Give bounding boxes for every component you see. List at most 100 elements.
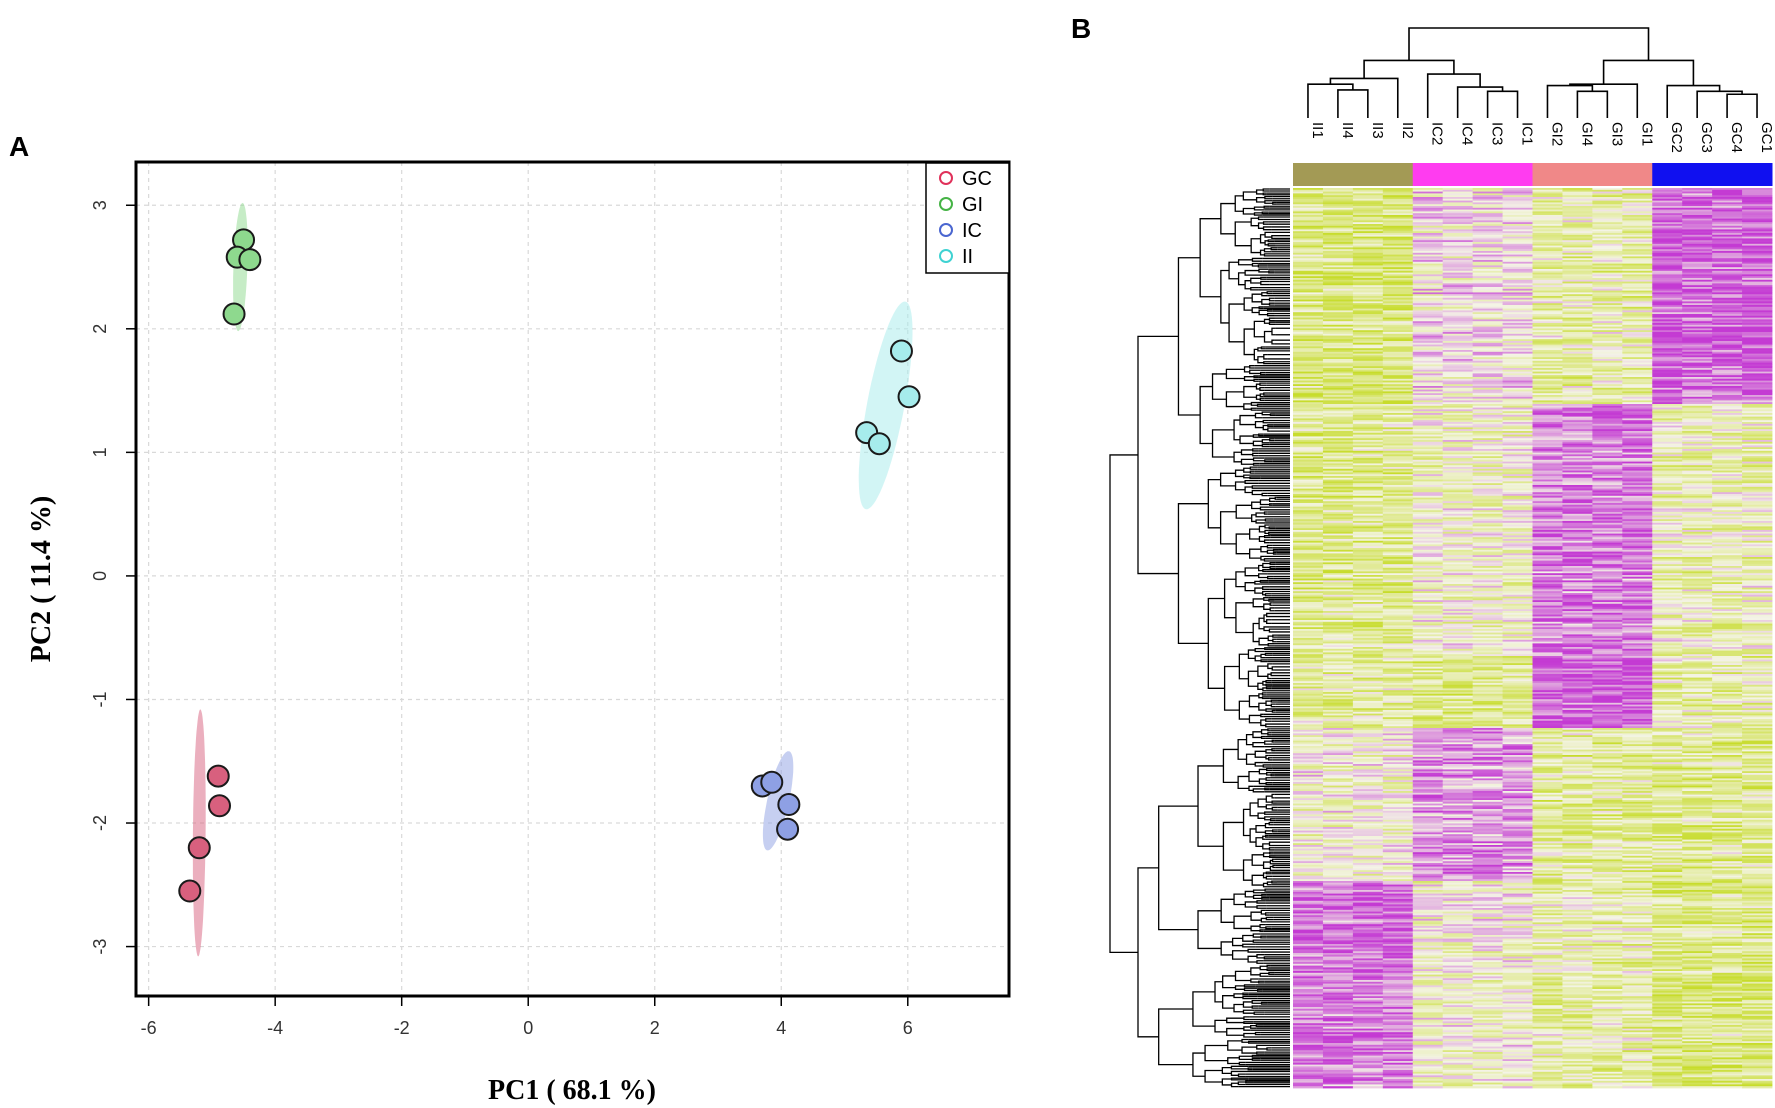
heatmap-cell <box>1472 317 1503 320</box>
heatmap-cell <box>1502 477 1533 480</box>
heatmap-cell <box>1622 461 1653 464</box>
row-dendrogram-branch-567 <box>1265 804 1273 810</box>
heatmap-cell <box>1322 600 1354 603</box>
heatmap-cell <box>1322 429 1354 432</box>
heatmap-cell <box>1472 602 1503 605</box>
heatmap-cell <box>1622 627 1653 630</box>
row-dendrogram-branch-473 <box>1271 709 1276 713</box>
heatmap-cell <box>1622 337 1653 340</box>
heatmap-cell <box>1622 267 1653 270</box>
heatmap-cell <box>1502 197 1533 200</box>
heatmap-cell <box>1472 225 1503 228</box>
heatmap-cell <box>1712 369 1743 372</box>
heatmap-cell <box>1472 297 1503 300</box>
row-dendrogram-branch-758 <box>1242 1001 1253 1008</box>
heatmap-cell <box>1532 193 1563 196</box>
row-dendrogram-branch-532 <box>1266 767 1273 772</box>
heatmap-cell <box>1293 492 1324 495</box>
heatmap-cell <box>1352 377 1384 380</box>
heatmap-cell <box>1532 317 1563 320</box>
row-dendrogram-branch-704 <box>1263 956 1271 960</box>
heatmap-cell <box>1532 204 1563 207</box>
heatmap-cell <box>1682 224 1713 227</box>
heatmap-cell <box>1293 449 1324 452</box>
heatmap-cell <box>1442 614 1474 617</box>
heatmap-cell <box>1622 481 1653 484</box>
heatmap-cell <box>1382 299 1414 302</box>
heatmap-cell <box>1742 564 1773 567</box>
column-label-ic1: IC1 <box>1519 122 1536 145</box>
heatmap-cell <box>1502 506 1533 509</box>
heatmap-cell <box>1562 452 1593 455</box>
heatmap-cell <box>1502 261 1533 264</box>
heatmap-cell <box>1652 477 1683 480</box>
heatmap-cell <box>1472 346 1503 349</box>
heatmap-cell <box>1382 618 1414 621</box>
row-dendrogram-branch-446 <box>1265 683 1273 687</box>
row-dendrogram-branch-183 <box>1255 394 1261 400</box>
heatmap-cell <box>1442 395 1474 398</box>
heatmap-cell <box>1532 263 1563 266</box>
heatmap-cell <box>1442 220 1474 223</box>
heatmap-cell <box>1742 452 1773 455</box>
heatmap-cell <box>1442 404 1474 407</box>
heatmap-cell <box>1562 591 1593 594</box>
heatmap-cell <box>1592 276 1623 279</box>
heatmap-cell <box>1592 569 1623 572</box>
heatmap-cell <box>1742 623 1773 626</box>
row-dendrogram-branch-145 <box>1257 356 1264 364</box>
heatmap-cell <box>1352 314 1384 317</box>
heatmap-cell <box>1502 407 1533 410</box>
row-dendrogram-branch-508 <box>1264 740 1273 745</box>
heatmap-cell <box>1442 405 1474 408</box>
heatmap-cell <box>1322 458 1354 461</box>
heatmap-cell <box>1592 620 1623 623</box>
row-dendrogram-branch-600 <box>1268 847 1275 851</box>
heatmap-cell <box>1293 218 1324 221</box>
heatmap-cell <box>1382 522 1414 525</box>
heatmap-cell <box>1682 359 1713 362</box>
heatmap-cell <box>1592 339 1623 342</box>
heatmap-cell <box>1382 371 1414 374</box>
heatmap-cell <box>1712 236 1743 239</box>
heatmap-cell <box>1742 206 1773 209</box>
heatmap-cell <box>1352 459 1384 462</box>
heatmap-cell <box>1472 240 1503 243</box>
row-dendrogram-branch-348 <box>1262 562 1271 569</box>
row-dendrogram-branch-486 <box>1260 719 1266 727</box>
heatmap-cell <box>1412 569 1444 572</box>
heatmap-cell <box>1652 506 1683 509</box>
heatmap-cell <box>1712 503 1743 506</box>
heatmap-cell <box>1592 411 1623 414</box>
heatmap-cell <box>1622 422 1653 425</box>
heatmap-cell <box>1322 472 1354 475</box>
heatmap-cell <box>1592 441 1623 444</box>
heatmap-cell <box>1682 270 1713 273</box>
heatmap-cell <box>1712 605 1743 608</box>
heatmap-cell <box>1322 243 1354 246</box>
heatmap-cell <box>1622 594 1653 597</box>
heatmap-cell <box>1442 303 1474 306</box>
row-dendrogram-branch-92 <box>1237 272 1246 286</box>
heatmap-cell <box>1532 306 1563 309</box>
heatmap-cell <box>1622 526 1653 529</box>
heatmap-cell <box>1352 229 1384 232</box>
heatmap-cell <box>1412 571 1444 574</box>
row-dendrogram-branch-31 <box>1257 216 1264 221</box>
heatmap-cell <box>1742 290 1773 293</box>
heatmap-cell <box>1712 479 1743 482</box>
heatmap-cell <box>1412 386 1444 389</box>
row-dendrogram-branch-622 <box>1262 861 1271 870</box>
heatmap-cell <box>1592 535 1623 538</box>
heatmap-cell <box>1293 458 1324 461</box>
heatmap-cell <box>1652 362 1683 365</box>
heatmap-cell <box>1532 467 1563 470</box>
heatmap-cell <box>1532 528 1563 531</box>
heatmap-cell <box>1472 486 1503 489</box>
heatmap-cell <box>1622 504 1653 507</box>
heatmap-cell <box>1622 229 1653 232</box>
heatmap-cell <box>1502 409 1533 412</box>
heatmap-cell <box>1622 432 1653 435</box>
row-dendrogram-branch-344 <box>1269 561 1276 565</box>
heatmap-cell <box>1652 409 1683 412</box>
